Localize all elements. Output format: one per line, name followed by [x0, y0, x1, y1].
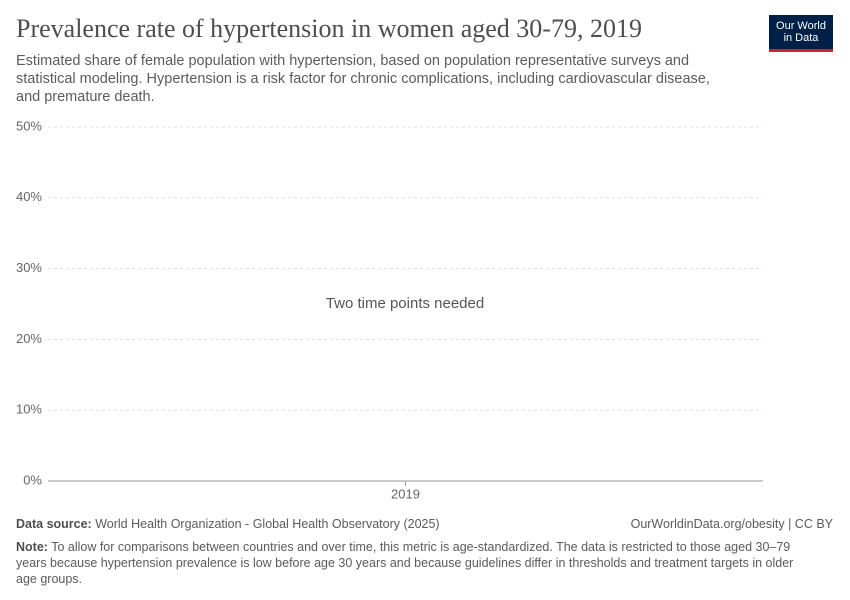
chart-subtitle: Estimated share of female population wit… [16, 53, 710, 105]
logo-line: in Data [783, 32, 819, 44]
url[interactable]: OurWorldinData.org/obesity | CC BY [630, 517, 833, 531]
note: Note: To allow for comparisons between c… [16, 539, 816, 587]
logo-line: Our World [776, 20, 826, 32]
y-tick-label: 20% [16, 331, 42, 346]
y-tick-label: 0% [23, 472, 42, 487]
x-tick-label: 2019 [391, 486, 420, 501]
source: Data source: World Health Organization -… [16, 517, 440, 531]
source-text: World Health Organization - Global Healt… [95, 517, 440, 531]
source-label: Data source: [16, 517, 92, 531]
chart-message: Two time points needed [326, 295, 484, 312]
y-tick-label: 40% [16, 189, 42, 204]
chart-title: Prevalence rate of hypertension in women… [16, 14, 642, 43]
y-tick-label: 30% [16, 260, 42, 275]
note-label: Note: [16, 540, 48, 554]
y-tick-label: 10% [16, 402, 42, 417]
note-text: To allow for comparisons between countri… [16, 540, 794, 586]
y-tick-label: 50% [16, 118, 42, 133]
chart: Two time points needed 0% 10% 20% 30% 40% 50%… [16, 118, 763, 501]
logo[interactable]: Our World in Data [769, 15, 833, 52]
